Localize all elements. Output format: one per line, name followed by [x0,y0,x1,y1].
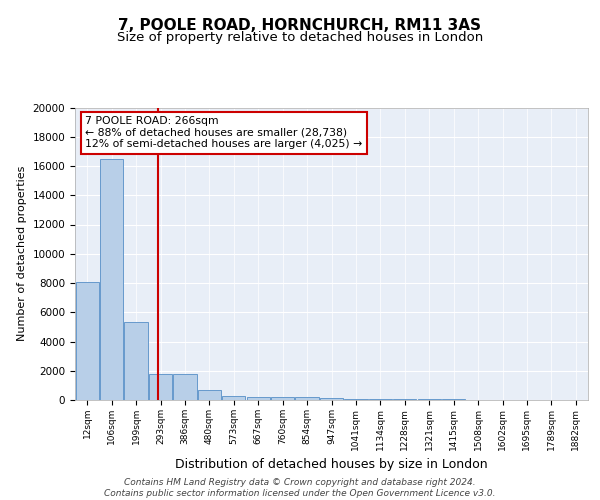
Text: 7, POOLE ROAD, HORNCHURCH, RM11 3AS: 7, POOLE ROAD, HORNCHURCH, RM11 3AS [119,18,482,32]
Bar [149,374,172,400]
Bar [369,399,392,400]
Bar [124,322,148,400]
Y-axis label: Number of detached properties: Number of detached properties [17,166,27,342]
Bar [198,390,221,400]
Bar [393,399,416,400]
Bar [271,398,294,400]
Bar [320,398,343,400]
X-axis label: Distribution of detached houses by size in London: Distribution of detached houses by size … [175,458,488,471]
Bar [295,398,319,400]
Bar [76,282,99,400]
Bar [247,397,270,400]
Text: Contains HM Land Registry data © Crown copyright and database right 2024.
Contai: Contains HM Land Registry data © Crown c… [104,478,496,498]
Text: Size of property relative to detached houses in London: Size of property relative to detached ho… [117,31,483,44]
Text: 7 POOLE ROAD: 266sqm
← 88% of detached houses are smaller (28,738)
12% of semi-d: 7 POOLE ROAD: 266sqm ← 88% of detached h… [85,116,362,150]
Bar [344,398,368,400]
Bar [222,396,245,400]
Bar [173,374,197,400]
Bar [100,158,123,400]
